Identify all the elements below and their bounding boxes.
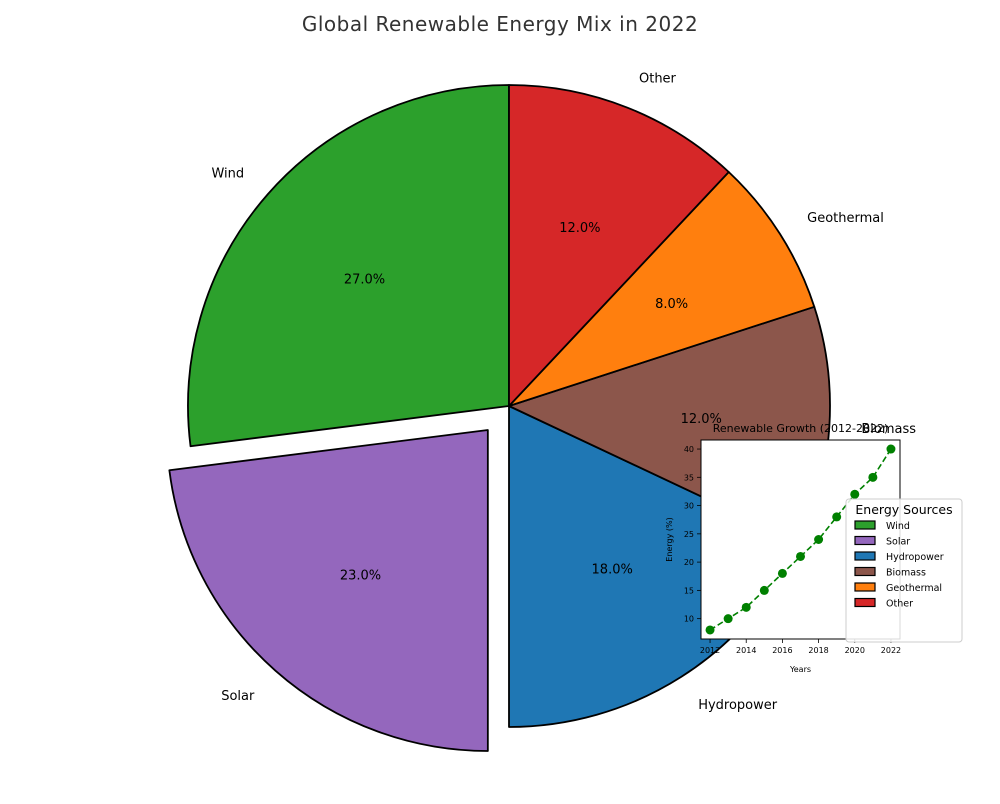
slice-value-label: 23.0% xyxy=(340,568,381,583)
legend-label: Solar xyxy=(886,537,910,548)
legend-label: Biomass xyxy=(886,568,926,579)
legend-swatch-wind xyxy=(854,520,876,530)
inset-data-point xyxy=(886,444,896,454)
pie-slice-geothermal xyxy=(508,171,816,407)
pie-slice-wind xyxy=(187,84,510,448)
inset-x-tick-label: 2016 xyxy=(772,646,792,655)
legend-swatch-geothermal xyxy=(854,582,876,592)
inset-y-axis-label: Energy (%) xyxy=(665,517,674,561)
inset-x-tick-label: 2022 xyxy=(881,646,901,655)
inset-data-point xyxy=(868,472,878,482)
inset-data-point xyxy=(705,625,715,635)
legend-swatch-hydropower xyxy=(854,551,876,561)
chart-title: Global Renewable Energy Mix in 2022 xyxy=(302,12,698,36)
inset-y-tick-label: 30 xyxy=(684,502,694,511)
inset-y-tick-label: 20 xyxy=(684,558,694,567)
inset-data-point xyxy=(723,614,733,624)
inset-y-tick-label: 10 xyxy=(684,615,694,624)
inset-title: Renewable Growth (2012-2022) xyxy=(713,422,889,435)
inset-y-tick-label: 15 xyxy=(684,586,694,595)
inset-data-point xyxy=(777,568,787,578)
slice-category-label: Solar xyxy=(221,689,255,704)
inset-x-tick-label: 2020 xyxy=(845,646,865,655)
pie-slice-other xyxy=(508,84,730,407)
legend-label: Geothermal xyxy=(886,583,942,594)
inset-y-tick-label: 25 xyxy=(684,530,694,539)
legend-label: Other xyxy=(886,599,913,610)
slice-value-label: 12.0% xyxy=(559,221,600,236)
legend-swatch-other xyxy=(854,597,876,608)
inset-x-tick-label: 2014 xyxy=(736,646,756,655)
inset-y-tick-label: 35 xyxy=(684,473,694,482)
inset-data-point xyxy=(832,512,842,522)
slice-category-label: Wind xyxy=(211,166,244,181)
legend-title: Energy Sources xyxy=(855,502,952,517)
slice-value-label: 27.0% xyxy=(344,273,385,288)
slice-category-label: Geothermal xyxy=(807,211,884,226)
slice-value-label: 8.0% xyxy=(655,297,688,312)
inset-data-point xyxy=(850,489,860,499)
inset-y-tick-label: 40 xyxy=(684,445,694,454)
inset-data-point xyxy=(759,585,769,595)
slice-category-label: Biomass xyxy=(861,422,916,437)
inset-x-tick-label: 2012 xyxy=(700,646,720,655)
inset-data-point xyxy=(814,535,824,544)
slice-value-label: 18.0% xyxy=(592,563,633,578)
slice-category-label: Hydropower xyxy=(698,698,778,713)
inset-x-tick-label: 2018 xyxy=(808,646,828,655)
slice-category-label: Other xyxy=(639,72,677,87)
pie-slice-solar xyxy=(168,429,489,752)
legend-swatch-biomass xyxy=(854,566,876,577)
slice-value-label: 12.0% xyxy=(681,412,722,427)
legend-swatch-solar xyxy=(854,535,876,546)
legend-label: Hydropower xyxy=(886,552,944,563)
inset-data-point xyxy=(741,602,751,612)
inset-x-axis-label: Years xyxy=(789,665,811,674)
inset-data-point xyxy=(796,551,805,561)
legend-label: Wind xyxy=(886,521,910,532)
